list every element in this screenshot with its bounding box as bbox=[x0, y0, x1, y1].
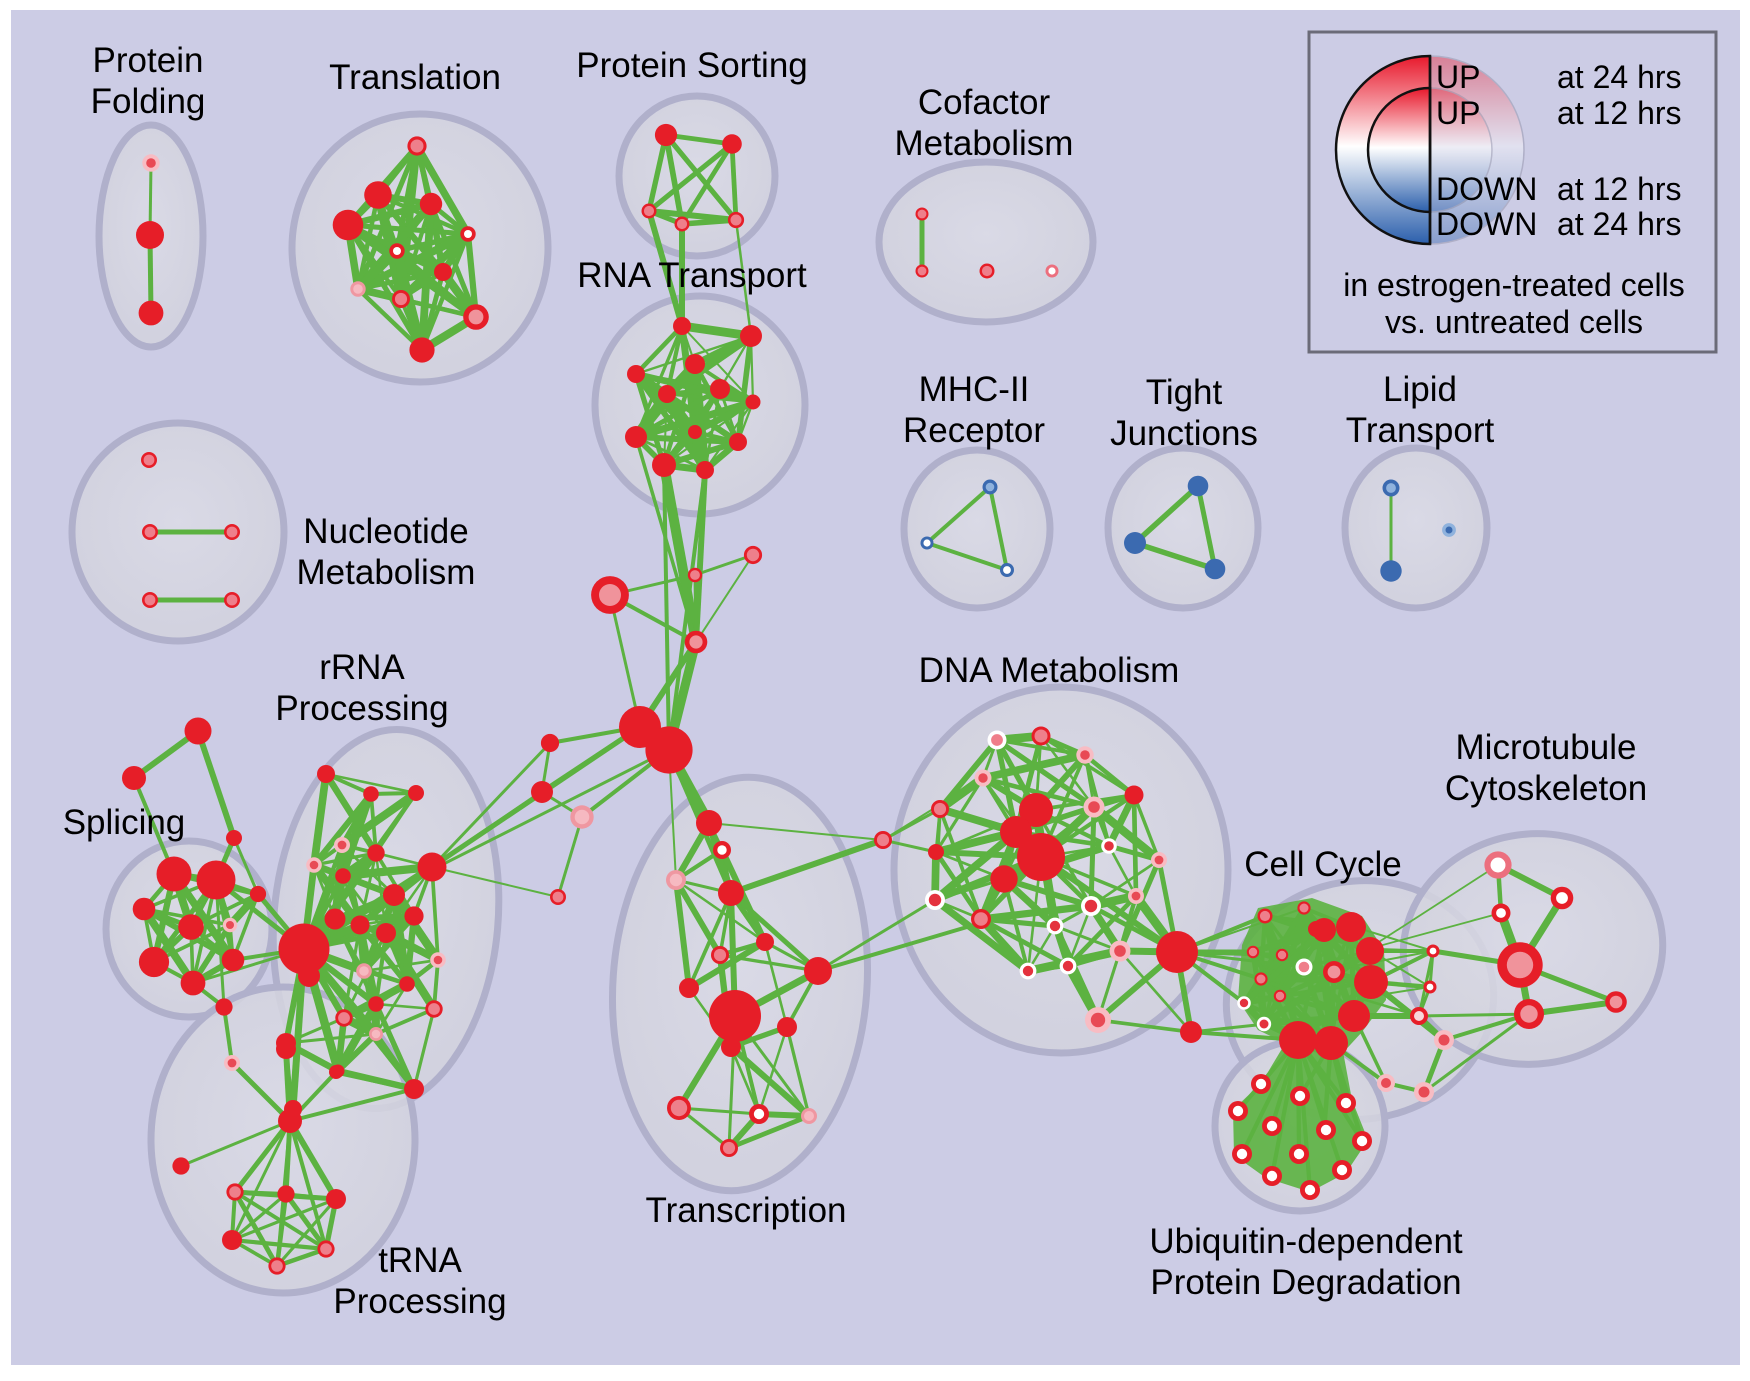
svg-text:Lipid: Lipid bbox=[1383, 370, 1457, 409]
svg-text:rRNA: rRNA bbox=[319, 648, 405, 687]
svg-text:Cytoskeleton: Cytoskeleton bbox=[1445, 769, 1647, 808]
svg-text:Nucleotide: Nucleotide bbox=[303, 512, 468, 551]
svg-text:Processing: Processing bbox=[275, 689, 448, 728]
svg-text:Protein: Protein bbox=[93, 41, 204, 80]
svg-text:RNA Transport: RNA Transport bbox=[577, 256, 807, 295]
svg-text:Translation: Translation bbox=[329, 58, 501, 97]
svg-text:Receptor: Receptor bbox=[903, 411, 1045, 450]
svg-text:Processing: Processing bbox=[333, 1282, 506, 1321]
svg-text:Protein Degradation: Protein Degradation bbox=[1150, 1263, 1461, 1302]
svg-text:Ubiquitin-dependent: Ubiquitin-dependent bbox=[1149, 1222, 1463, 1261]
svg-text:DNA Metabolism: DNA Metabolism bbox=[919, 651, 1180, 690]
svg-text:tRNA: tRNA bbox=[378, 1241, 462, 1280]
svg-text:DOWN: DOWN bbox=[1436, 206, 1537, 242]
svg-text:at 12 hrs: at 12 hrs bbox=[1557, 95, 1682, 131]
svg-text:Metabolism: Metabolism bbox=[895, 124, 1074, 163]
svg-text:Transcription: Transcription bbox=[646, 1191, 847, 1230]
svg-text:Tight: Tight bbox=[1146, 373, 1223, 412]
svg-text:Junctions: Junctions bbox=[1110, 414, 1258, 453]
svg-text:vs. untreated cells: vs. untreated cells bbox=[1385, 304, 1643, 340]
svg-text:at 24 hrs: at 24 hrs bbox=[1557, 206, 1682, 242]
svg-text:Cell Cycle: Cell Cycle bbox=[1244, 845, 1402, 884]
svg-text:in estrogen-treated cells: in estrogen-treated cells bbox=[1343, 267, 1685, 303]
svg-text:Protein Sorting: Protein Sorting bbox=[576, 46, 808, 85]
svg-text:Metabolism: Metabolism bbox=[297, 553, 476, 592]
svg-text:Cofactor: Cofactor bbox=[918, 83, 1051, 122]
svg-text:Folding: Folding bbox=[91, 82, 206, 121]
svg-text:UP: UP bbox=[1436, 59, 1480, 95]
svg-text:Microtubule: Microtubule bbox=[1456, 728, 1637, 767]
svg-text:UP: UP bbox=[1436, 95, 1480, 131]
svg-text:DOWN: DOWN bbox=[1436, 171, 1537, 207]
svg-text:at 12 hrs: at 12 hrs bbox=[1557, 171, 1682, 207]
svg-text:Transport: Transport bbox=[1346, 411, 1495, 450]
svg-text:MHC-II: MHC-II bbox=[919, 370, 1030, 409]
svg-text:at 24 hrs: at 24 hrs bbox=[1557, 59, 1682, 95]
svg-text:Splicing: Splicing bbox=[63, 803, 186, 842]
